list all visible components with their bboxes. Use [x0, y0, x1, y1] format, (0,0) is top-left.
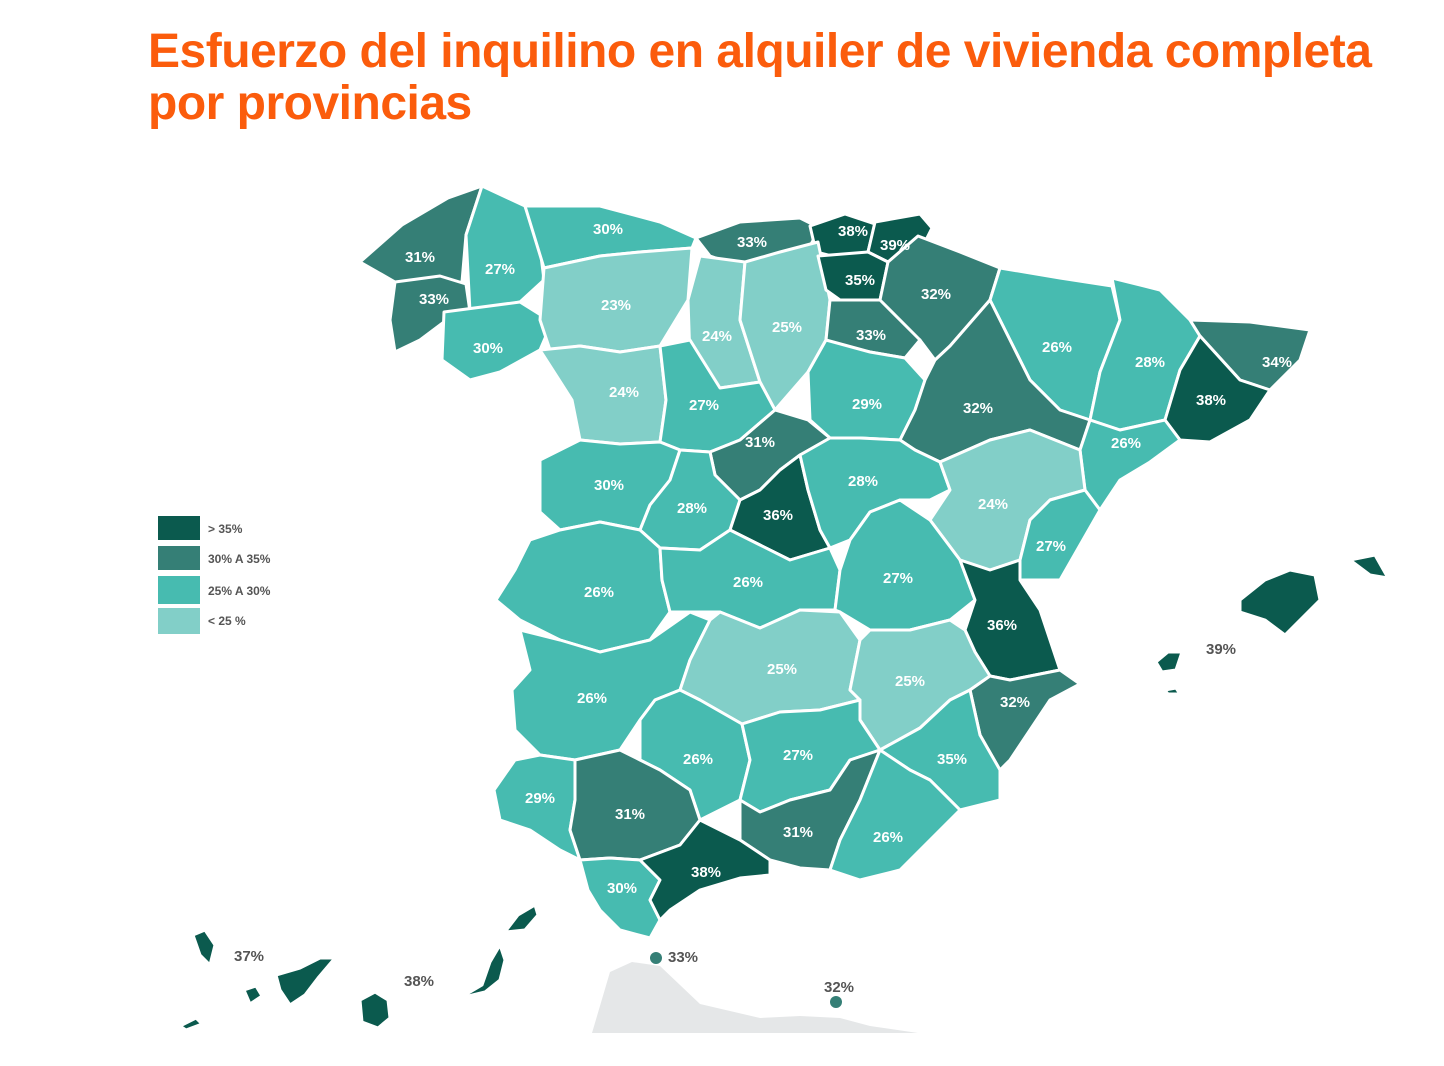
legend-swatch-30-35 [158, 546, 200, 570]
legend-label-above-35: > 35% [208, 522, 243, 536]
city-ceuta[interactable] [650, 952, 662, 964]
label-alava: 35% [845, 272, 875, 289]
label-lleida: 28% [1135, 354, 1165, 371]
island-formentera[interactable] [1163, 686, 1182, 696]
label-salamanca: 30% [594, 477, 624, 494]
label-navarra: 32% [921, 286, 951, 303]
label-badajoz: 26% [577, 690, 607, 707]
island-labels: 39% 37% 38% 33% 32% [234, 641, 1236, 996]
label-melilla: 32% [824, 979, 854, 996]
province-barcelona[interactable] [1163, 334, 1272, 444]
provinces-layer [358, 184, 1312, 940]
label-almeria: 26% [873, 829, 903, 846]
legend: > 35% 30% A 35% 25% A 30% < 25 % [158, 516, 271, 634]
label-huelva: 29% [525, 790, 555, 807]
island-mallorca[interactable] [1238, 568, 1322, 637]
label-girona: 34% [1262, 354, 1292, 371]
label-burgos: 25% [772, 319, 802, 336]
legend-swatch-above-35 [158, 516, 200, 540]
label-palencia: 24% [702, 328, 732, 345]
province-guadalajara[interactable] [798, 436, 952, 550]
label-teruel: 24% [978, 496, 1008, 513]
islands-layer [178, 553, 1390, 1032]
label-guadalajara: 28% [848, 473, 878, 490]
label-caceres: 26% [584, 584, 614, 601]
label-toledo: 26% [733, 574, 763, 591]
label-huesca: 26% [1042, 339, 1072, 356]
legend-label-25-30: 25% A 30% [208, 584, 271, 598]
label-pontevedra: 33% [419, 291, 449, 308]
africa-coast [592, 962, 918, 1033]
island-la-gomera[interactable] [242, 984, 264, 1006]
island-tenerife[interactable] [274, 956, 337, 1007]
label-leon: 23% [601, 297, 631, 314]
label-tarragona: 26% [1111, 435, 1141, 452]
label-lugo: 27% [485, 261, 515, 278]
province-malaga[interactable] [638, 818, 772, 922]
label-larioja: 33% [856, 327, 886, 344]
label-santa-cruz-de-tenerife: 37% [234, 948, 264, 965]
label-coruna: 31% [405, 249, 435, 266]
label-valencia: 36% [987, 617, 1017, 634]
label-baleares: 39% [1206, 641, 1236, 658]
province-almeria[interactable] [828, 748, 962, 882]
label-cadiz: 30% [607, 880, 637, 897]
label-segovia: 31% [745, 434, 775, 451]
label-ciudadreal: 25% [767, 661, 797, 678]
label-las-palmas: 38% [404, 973, 434, 990]
label-zaragoza: 32% [963, 400, 993, 417]
province-zamora[interactable] [538, 344, 668, 446]
label-murcia: 35% [937, 751, 967, 768]
island-ibiza[interactable] [1154, 650, 1184, 674]
island-el-hierro[interactable] [178, 1016, 204, 1032]
province-labels: 31% 27% 30% 33% 38% 39% 33% 30% 23% 24% … [405, 221, 1292, 897]
label-cuenca: 27% [883, 570, 913, 587]
province-castellon[interactable] [1018, 488, 1102, 582]
province-ourense[interactable] [440, 300, 554, 382]
province-tarragona[interactable] [1078, 418, 1182, 512]
label-alicante: 32% [1000, 694, 1030, 711]
label-avila: 28% [677, 500, 707, 517]
label-bizkaia: 38% [838, 223, 868, 240]
page-title: Esfuerzo del inquilino en alquiler de vi… [148, 25, 1372, 130]
label-granada: 31% [783, 824, 813, 841]
province-huelva[interactable] [492, 753, 582, 862]
label-madrid: 36% [763, 507, 793, 524]
label-cordoba: 26% [683, 751, 713, 768]
label-ceuta: 33% [668, 949, 698, 966]
label-valladolid: 27% [689, 397, 719, 414]
label-asturias: 30% [593, 221, 623, 238]
label-barcelona: 38% [1196, 392, 1226, 409]
island-lanzarote[interactable] [503, 903, 540, 934]
label-castellon: 27% [1036, 538, 1066, 555]
label-jaen: 27% [783, 747, 813, 764]
island-gran-canaria[interactable] [358, 990, 392, 1030]
province-caceres[interactable] [494, 520, 672, 654]
legend-label-30-35: 30% A 35% [208, 552, 271, 566]
island-menorca[interactable] [1348, 553, 1390, 580]
legend-swatch-25-30 [158, 576, 200, 604]
island-la-palma[interactable] [191, 928, 217, 967]
label-albacete: 25% [895, 673, 925, 690]
island-fuerteventura[interactable] [458, 943, 507, 1000]
province-coruna[interactable] [358, 184, 484, 292]
label-ourense: 30% [473, 340, 503, 357]
legend-label-below-25: < 25 % [208, 614, 246, 628]
province-cordoba[interactable] [638, 688, 752, 822]
label-zamora: 24% [609, 384, 639, 401]
label-malaga: 38% [691, 864, 721, 881]
label-cantabria: 33% [737, 234, 767, 251]
label-soria: 29% [852, 396, 882, 413]
city-melilla[interactable] [830, 996, 842, 1008]
legend-swatch-below-25 [158, 608, 200, 634]
label-gipuzkoa: 39% [880, 237, 910, 254]
label-sevilla: 31% [615, 806, 645, 823]
